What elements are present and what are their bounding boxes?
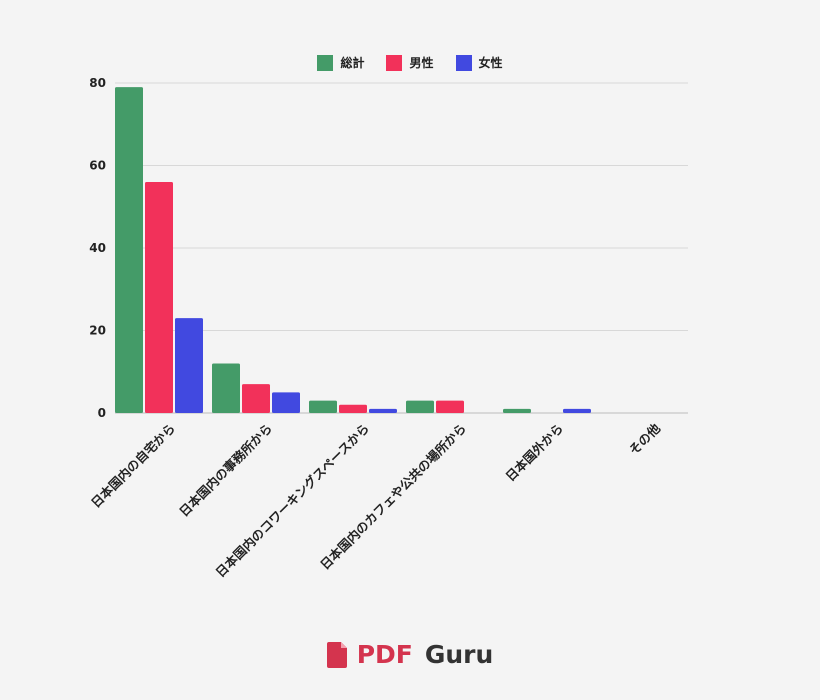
bar	[272, 392, 300, 413]
legend-swatch	[455, 54, 472, 71]
legend-label: 男性	[409, 56, 434, 70]
logo-pdf-text: PDF	[356, 640, 413, 669]
pdf-file-icon	[326, 641, 347, 668]
y-tick-label: 40	[89, 241, 106, 255]
legend-item: 男性	[386, 54, 434, 71]
chart-legend: 総計 男性 女性	[0, 54, 820, 71]
bar	[212, 363, 240, 413]
bar	[503, 408, 531, 413]
bar	[115, 87, 143, 413]
x-tick-label: 日本国内のコワーキングスペースから	[213, 421, 373, 581]
y-tick-label: 0	[98, 406, 106, 420]
bar	[369, 408, 397, 413]
legend-swatch	[386, 54, 403, 71]
bar	[339, 404, 367, 413]
logo-guru-text: Guru	[424, 640, 494, 669]
bar	[563, 408, 591, 413]
legend-swatch	[317, 54, 334, 71]
legend-item: 総計	[317, 54, 364, 71]
bar	[145, 182, 173, 413]
legend-label: 総計	[340, 56, 365, 70]
x-tick-label: その他	[626, 420, 663, 457]
x-tick-label: 日本国内の事務所から	[176, 421, 275, 520]
x-tick-label: 日本国内の自宅から	[88, 421, 178, 511]
x-tick-label: 日本国外から	[502, 421, 566, 485]
legend-item: 女性	[455, 54, 503, 71]
bar	[309, 400, 337, 413]
legend-label: 女性	[478, 56, 503, 70]
pdfguru-logo: PDF Guru	[0, 640, 820, 669]
bar	[436, 400, 464, 413]
bar	[406, 400, 434, 413]
y-tick-label: 20	[89, 324, 106, 338]
bar	[242, 384, 270, 413]
bar	[175, 318, 203, 413]
y-tick-label: 80	[89, 76, 106, 90]
y-tick-label: 60	[89, 159, 106, 173]
